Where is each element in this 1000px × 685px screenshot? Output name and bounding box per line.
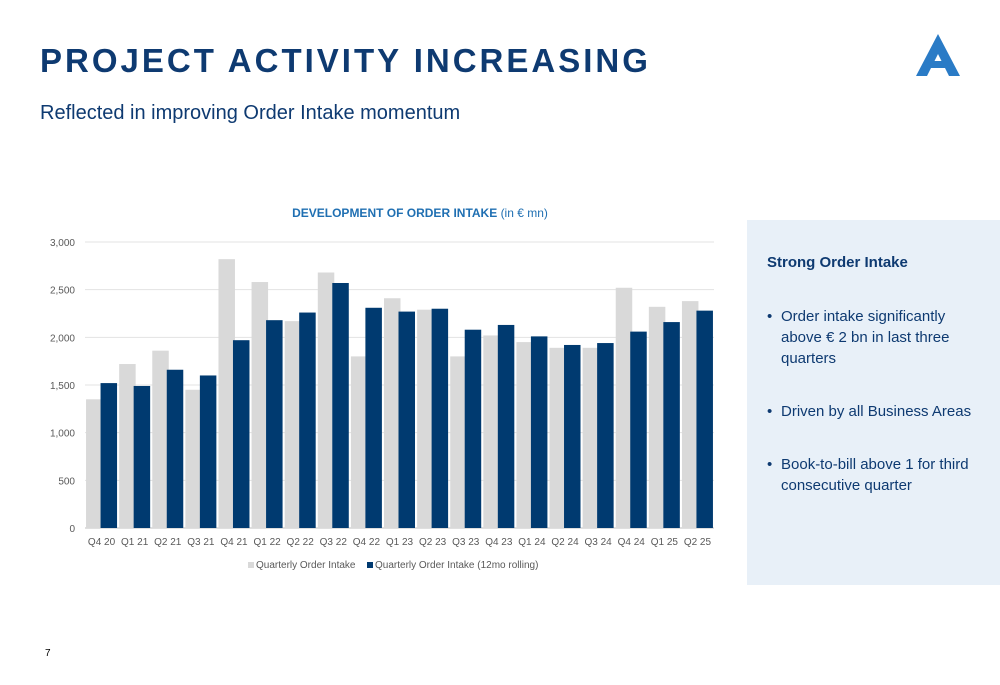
- page-title: PROJECT ACTIVITY INCREASING: [40, 42, 651, 79]
- x-tick-label: Q4 23: [485, 537, 513, 548]
- y-tick-label: 3,000: [50, 238, 75, 249]
- quarterly-bar: [317, 272, 335, 528]
- chart-title-main: DEVELOPMENT OF ORDER INTAKE: [292, 206, 498, 220]
- page-number: 7: [45, 648, 51, 659]
- y-tick-label: 2,000: [50, 333, 75, 344]
- quarterly-bar: [251, 282, 269, 528]
- y-tick-label: 0: [69, 524, 75, 535]
- x-tick-label: Q4 20: [88, 537, 116, 548]
- x-tick-label: Q3 22: [320, 537, 348, 548]
- chart-title: DEVELOPMENT OF ORDER INTAKE (in € mn): [80, 206, 760, 220]
- y-tick-label: 500: [58, 476, 75, 487]
- quarterly-bar: [417, 309, 434, 528]
- x-tick-label: Q2 23: [419, 537, 447, 548]
- x-tick-label: Q2 25: [684, 537, 712, 548]
- rolling-bar: [663, 322, 680, 528]
- panel-bullet: Driven by all Business Areas: [767, 401, 982, 422]
- rolling-bar: [299, 312, 316, 528]
- rolling-bar: [696, 310, 713, 528]
- rolling-bar: [530, 336, 548, 528]
- x-tick-label: Q3 21: [187, 537, 215, 548]
- highlights-panel: Strong Order Intake Order intake signifi…: [747, 220, 1000, 585]
- rolling-bar: [199, 375, 217, 528]
- quarterly-bar: [284, 321, 302, 528]
- rolling-bar: [332, 282, 349, 528]
- x-tick-label: Q4 22: [353, 537, 381, 548]
- legend-swatch-rolling: [367, 562, 373, 568]
- quarterly-bar: [681, 301, 699, 528]
- quarterly-bar: [582, 347, 600, 528]
- quarterly-bar: [549, 347, 567, 528]
- rolling-bar: [431, 308, 449, 528]
- x-tick-label: Q1 24: [518, 537, 546, 548]
- rolling-bar: [464, 329, 482, 528]
- x-tick-label: Q2 24: [551, 537, 579, 548]
- x-tick-label: Q2 22: [287, 537, 315, 548]
- rolling-bar: [166, 369, 184, 528]
- x-tick-label: Q2 21: [154, 537, 182, 548]
- rolling-bar: [597, 343, 614, 528]
- rolling-bar: [365, 307, 382, 528]
- company-logo-icon: [916, 34, 960, 76]
- quarterly-bar: [350, 356, 368, 528]
- y-tick-label: 2,500: [50, 286, 75, 297]
- rolling-bar: [398, 311, 415, 528]
- x-tick-label: Q4 24: [618, 537, 646, 548]
- quarterly-bar: [483, 335, 500, 528]
- page-subtitle: Reflected in improving Order Intake mome…: [40, 102, 461, 124]
- rolling-bar: [232, 340, 250, 528]
- x-tick-label: Q1 25: [651, 537, 679, 548]
- rolling-bar: [564, 344, 581, 528]
- rolling-bar: [266, 320, 283, 528]
- chart-title-unit: (in € mn): [500, 206, 548, 220]
- quarterly-bar: [450, 356, 467, 528]
- quarterly-bar: [152, 350, 169, 528]
- rolling-bar: [630, 331, 647, 528]
- quarterly-bar: [615, 287, 633, 528]
- panel-bullet-list: Order intake significantly above € 2 bn …: [767, 306, 982, 528]
- quarterly-bar: [648, 306, 666, 528]
- quarterly-bar: [516, 342, 533, 528]
- order-intake-chart: 0 500 1,000 1,500 2,000 2,500 3,000 Q4 20 Q1 21 Q…: [50, 238, 714, 571]
- x-tick-label: Q1 22: [253, 537, 281, 548]
- x-tick-label: Q4 21: [220, 537, 248, 548]
- quarterly-bar: [86, 399, 103, 528]
- quarterly-bar: [384, 298, 401, 528]
- rolling-bar: [497, 324, 515, 528]
- legend-swatch-quarterly: [248, 562, 254, 568]
- x-tick-label: Q1 21: [121, 537, 149, 548]
- panel-bullet: Book-to-bill above 1 for third consecuti…: [767, 454, 982, 496]
- x-tick-label: Q3 23: [452, 537, 480, 548]
- y-tick-label: 1,500: [50, 381, 75, 392]
- x-tick-label: Q1 23: [386, 537, 414, 548]
- legend-label: Quarterly Order Intake (12mo rolling): [375, 560, 538, 571]
- rolling-bar: [100, 383, 118, 528]
- panel-bullet: Order intake significantly above € 2 bn …: [767, 306, 982, 369]
- quarterly-bar: [218, 259, 235, 528]
- quarterly-bar: [119, 364, 136, 528]
- x-tick-label: Q3 24: [585, 537, 613, 548]
- y-tick-label: 1,000: [50, 429, 75, 440]
- rolling-bar: [133, 385, 151, 528]
- legend-label: Quarterly Order Intake: [256, 560, 356, 571]
- panel-heading: Strong Order Intake: [767, 254, 908, 271]
- quarterly-bar: [185, 389, 202, 528]
